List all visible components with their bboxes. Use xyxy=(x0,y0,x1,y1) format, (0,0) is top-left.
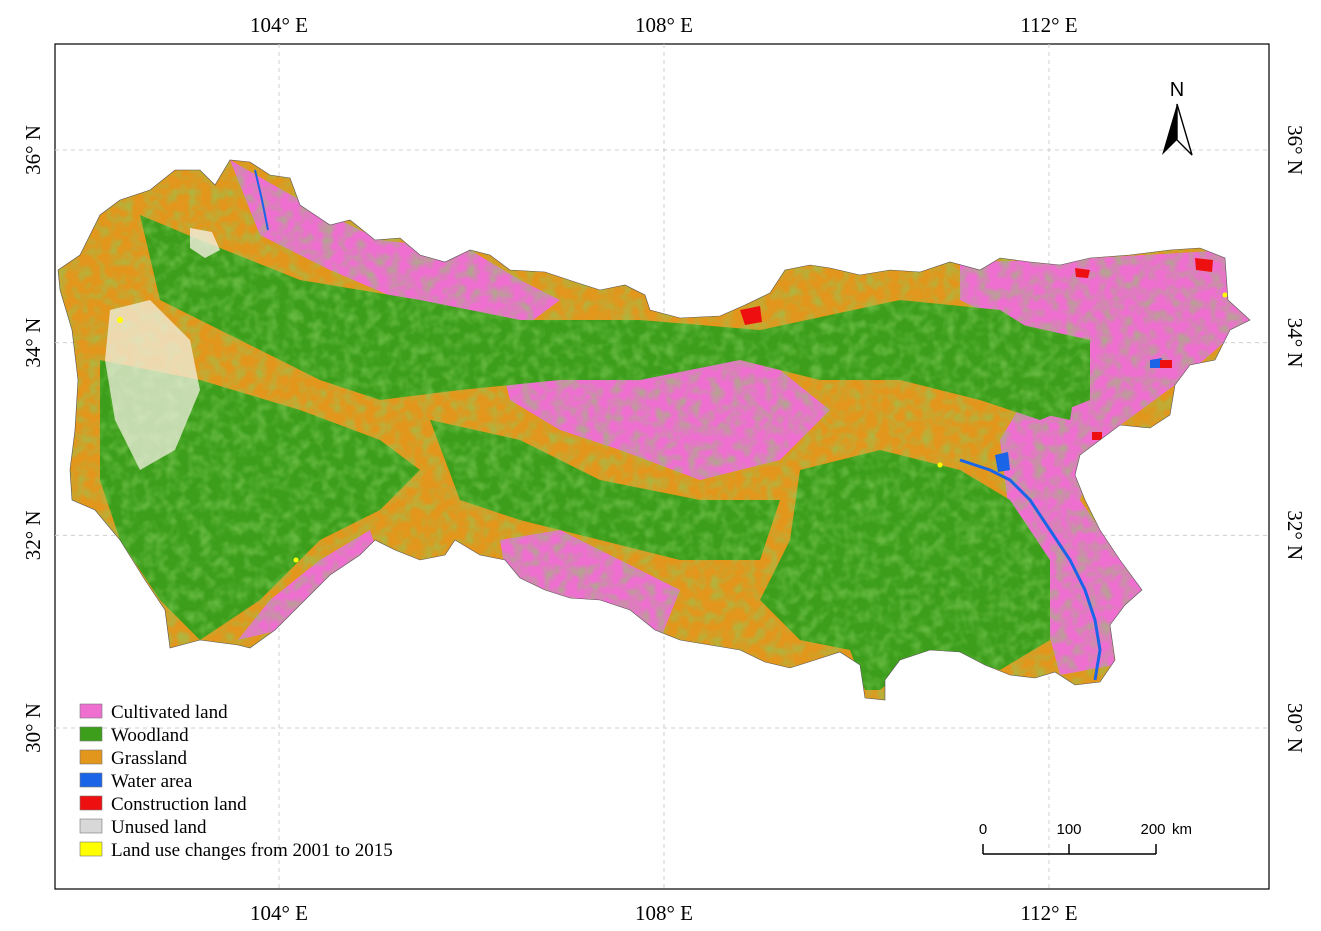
longitude-label-top: 112° E xyxy=(1020,13,1077,37)
water-reservoir xyxy=(995,452,1010,472)
longitude-labels-top: 104° E 108° E 112° E xyxy=(250,13,1078,37)
water-lake-east xyxy=(1150,358,1162,368)
legend-label: Grassland xyxy=(111,748,187,769)
scale-bar-label-200: 200 xyxy=(1140,821,1165,838)
longitude-label-bottom: 112° E xyxy=(1020,901,1077,925)
legend-swatch xyxy=(79,703,103,719)
construction-nanyang xyxy=(1160,360,1172,368)
legend-swatch xyxy=(79,795,103,811)
longitude-labels-bottom: 104° E 108° E 112° E xyxy=(250,901,1078,925)
legend-swatch xyxy=(79,772,103,788)
construction-pingdingshan xyxy=(1092,432,1102,440)
scale-bar-label-0: 0 xyxy=(979,821,987,838)
scale-bar: 0 100 200 km xyxy=(979,821,1192,855)
legend-label: Woodland xyxy=(111,725,189,746)
land-use-change-spot xyxy=(1222,292,1228,298)
longitude-label-top: 104° E xyxy=(250,13,308,37)
latitude-labels-right: 36° N 34° N 32° N 30° N xyxy=(1283,125,1307,753)
construction-zhengzhou xyxy=(1195,258,1213,272)
latitude-label-left: 36° N xyxy=(21,125,45,175)
legend-label: Land use changes from 2001 to 2015 xyxy=(111,840,393,861)
legend-swatch xyxy=(79,749,103,765)
scale-bar-label-100: 100 xyxy=(1056,821,1081,838)
latitude-label-right: 36° N xyxy=(1283,125,1307,175)
latitude-labels-left: 36° N 34° N 32° N 30° N xyxy=(21,125,45,753)
land-use-change-spot xyxy=(937,462,943,468)
legend-label: Unused land xyxy=(111,817,207,838)
land-cover-unused-west xyxy=(105,300,200,470)
legend-label: Water area xyxy=(111,771,193,792)
construction-xian xyxy=(740,306,762,325)
north-arrow-icon xyxy=(1162,103,1193,156)
water-river-han xyxy=(959,458,1102,681)
north-arrow-label: N xyxy=(1170,79,1184,101)
scale-bar-unit: km xyxy=(1172,821,1192,838)
land-use-change-spot xyxy=(117,317,123,323)
latitude-label-right: 32° N xyxy=(1283,510,1307,560)
legend-swatch xyxy=(79,818,103,834)
latitude-label-right: 30° N xyxy=(1283,703,1307,753)
legend-label: Cultivated land xyxy=(111,702,228,723)
legend-label: Construction land xyxy=(111,794,247,815)
construction-luoyang xyxy=(1075,268,1090,278)
latitude-label-left: 32° N xyxy=(21,510,45,560)
longitude-label-bottom: 104° E xyxy=(250,901,308,925)
longitude-label-bottom: 108° E xyxy=(635,901,693,925)
longitude-label-top: 108° E xyxy=(635,13,693,37)
legend-swatch xyxy=(79,841,103,857)
north-arrow: N xyxy=(1162,79,1193,156)
land-cover-unused-northwest xyxy=(190,228,220,258)
latitude-label-left: 30° N xyxy=(21,703,45,753)
legend-swatch xyxy=(79,726,103,742)
latitude-label-left: 34° N xyxy=(21,318,45,368)
latitude-label-right: 34° N xyxy=(1283,318,1307,368)
water-river-north xyxy=(254,169,269,231)
land-use-change-spot xyxy=(293,557,299,563)
